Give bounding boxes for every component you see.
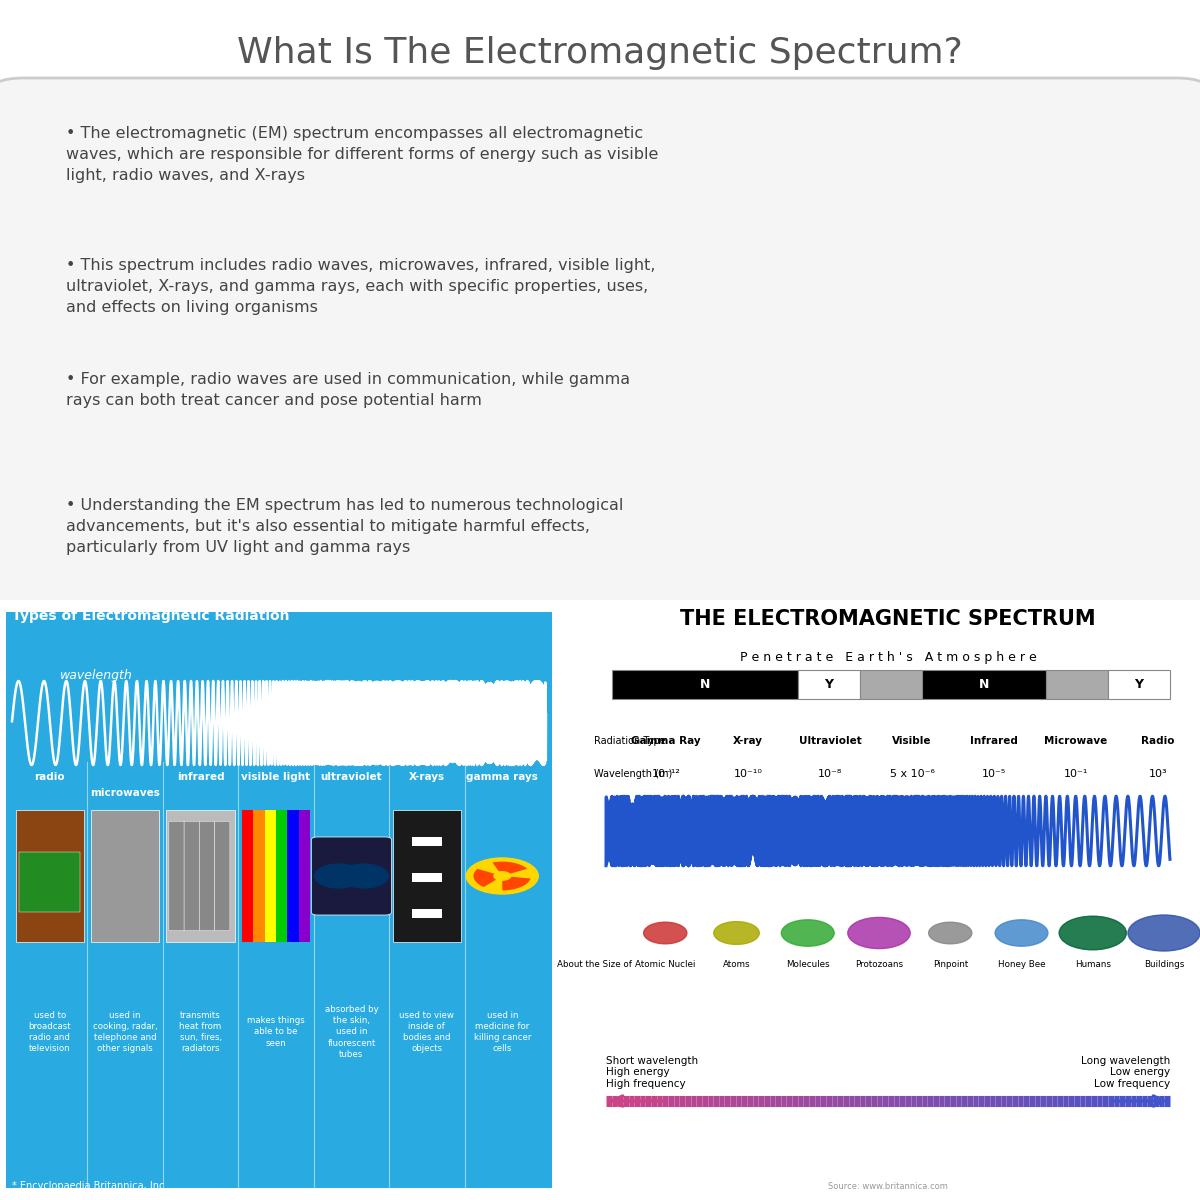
FancyBboxPatch shape (215, 821, 230, 931)
Bar (276, 810, 287, 942)
Text: gamma rays: gamma rays (467, 772, 539, 782)
Text: N: N (979, 678, 989, 691)
Text: * Encyclopaedia Britannica, Inc.: * Encyclopaedia Britannica, Inc. (12, 1181, 167, 1190)
Text: Y: Y (1134, 678, 1144, 691)
Text: microwaves: microwaves (90, 788, 160, 798)
Text: 10⁻⁸: 10⁻⁸ (818, 769, 842, 779)
Text: 5 x 10⁻⁶: 5 x 10⁻⁶ (889, 769, 935, 779)
Text: Atomic Nuclei: Atomic Nuclei (635, 960, 696, 970)
Wedge shape (492, 862, 527, 876)
Circle shape (995, 919, 1048, 946)
FancyBboxPatch shape (412, 910, 442, 918)
Text: used in
cooking, radar,
telephone and
other signals: used in cooking, radar, telephone and ot… (92, 1010, 157, 1054)
Bar (287, 810, 299, 942)
FancyBboxPatch shape (169, 821, 184, 931)
Text: About the Size of: About the Size of (557, 960, 631, 970)
Text: Short wavelength
High energy
High frequency: Short wavelength High energy High freque… (606, 1056, 698, 1090)
Text: infrared: infrared (176, 772, 224, 782)
Text: X-rays: X-rays (409, 772, 445, 782)
Text: • For example, radio waves are used in communication, while gamma
rays can both : • For example, radio waves are used in c… (66, 372, 630, 408)
Text: Ultraviolet: Ultraviolet (799, 736, 862, 746)
FancyBboxPatch shape (412, 874, 442, 882)
Wedge shape (503, 876, 530, 890)
Text: ultraviolet: ultraviolet (320, 772, 383, 782)
Text: used in
medicine for
killing cancer
cells: used in medicine for killing cancer cell… (474, 1010, 530, 1054)
Text: used to view
inside of
bodies and
objects: used to view inside of bodies and object… (400, 1010, 455, 1054)
Text: X-ray: X-ray (733, 736, 763, 746)
Bar (265, 810, 276, 942)
Text: Visible: Visible (893, 736, 931, 746)
Text: Atoms: Atoms (722, 960, 750, 970)
Text: Pinpoint: Pinpoint (932, 960, 968, 970)
Circle shape (341, 864, 389, 888)
Text: Radiation Type: Radiation Type (594, 736, 666, 746)
FancyBboxPatch shape (0, 78, 1200, 606)
Circle shape (643, 922, 686, 943)
Text: Buildings: Buildings (1144, 960, 1184, 970)
Text: Y: Y (824, 678, 834, 691)
Wedge shape (474, 869, 503, 887)
Bar (798, 670, 860, 698)
FancyBboxPatch shape (311, 838, 391, 914)
Text: radio: radio (35, 772, 65, 782)
Circle shape (781, 919, 834, 946)
FancyBboxPatch shape (412, 838, 442, 846)
Circle shape (1128, 914, 1200, 950)
Text: • The electromagnetic (EM) spectrum encompasses all electromagnetic
waves, which: • The electromagnetic (EM) spectrum enco… (66, 126, 659, 182)
Bar (299, 810, 310, 942)
FancyBboxPatch shape (392, 810, 461, 942)
Text: • This spectrum includes radio waves, microwaves, infrared, visible light,
ultra: • This spectrum includes radio waves, mi… (66, 258, 655, 314)
Text: Radio: Radio (1141, 736, 1175, 746)
FancyBboxPatch shape (199, 821, 215, 931)
Circle shape (929, 922, 972, 943)
Text: 10³: 10³ (1148, 769, 1168, 779)
Bar (242, 810, 253, 942)
Text: Infrared: Infrared (970, 736, 1018, 746)
Bar (860, 670, 922, 698)
Text: 10⁻¹⁰: 10⁻¹⁰ (733, 769, 762, 779)
Bar (1108, 670, 1170, 698)
Text: What Is The Electromagnetic Spectrum?: What Is The Electromagnetic Spectrum? (238, 36, 962, 70)
Bar (612, 670, 798, 698)
FancyBboxPatch shape (167, 810, 235, 942)
Text: used to
broadcast
radio and
television: used to broadcast radio and television (29, 1010, 71, 1054)
Text: Humans: Humans (1075, 960, 1111, 970)
Text: transmits
heat from
sun, fires,
radiators: transmits heat from sun, fires, radiator… (180, 1010, 222, 1054)
Text: 10⁻¹²: 10⁻¹² (652, 769, 680, 779)
Text: Wavelength (m): Wavelength (m) (594, 769, 672, 779)
Text: Source: www.britannica.com: Source: www.britannica.com (828, 1182, 948, 1190)
Text: absorbed by
the skin,
used in
fluorescent
tubes: absorbed by the skin, used in fluorescen… (324, 1006, 378, 1058)
Text: 10⁻⁵: 10⁻⁵ (982, 769, 1006, 779)
Bar (922, 670, 1046, 698)
Text: wavelength: wavelength (60, 668, 133, 682)
Text: • Understanding the EM spectrum has led to numerous technological
advancements, : • Understanding the EM spectrum has led … (66, 498, 623, 554)
Text: P e n e t r a t e   E a r t h ' s   A t m o s p h e r e: P e n e t r a t e E a r t h ' s A t m o … (739, 650, 1037, 664)
FancyBboxPatch shape (19, 852, 80, 912)
Circle shape (314, 864, 362, 888)
Bar (1046, 670, 1108, 698)
Circle shape (847, 917, 910, 948)
Text: THE ELECTROMAGNETIC SPECTRUM: THE ELECTROMAGNETIC SPECTRUM (680, 608, 1096, 629)
FancyBboxPatch shape (184, 821, 199, 931)
FancyBboxPatch shape (91, 810, 160, 942)
Text: Protozoans: Protozoans (854, 960, 904, 970)
Text: Honey Bee: Honey Bee (997, 960, 1045, 970)
Circle shape (494, 871, 511, 881)
Circle shape (714, 922, 760, 944)
Circle shape (1060, 917, 1127, 950)
Text: Gamma Ray: Gamma Ray (631, 736, 701, 746)
Text: N: N (700, 678, 710, 691)
Text: 10⁻¹: 10⁻¹ (1064, 769, 1088, 779)
Text: Molecules: Molecules (786, 960, 829, 970)
Text: visible light: visible light (241, 772, 311, 782)
Text: makes things
able to be
seen: makes things able to be seen (247, 1016, 305, 1048)
Bar (253, 810, 265, 942)
FancyBboxPatch shape (16, 810, 84, 942)
Text: Microwave: Microwave (1044, 736, 1108, 746)
Text: Long wavelength
Low energy
Low frequency: Long wavelength Low energy Low frequency (1081, 1056, 1170, 1090)
Text: Types of Electromagnetic Radiation: Types of Electromagnetic Radiation (12, 608, 289, 623)
FancyBboxPatch shape (6, 612, 552, 1188)
Circle shape (467, 858, 539, 894)
